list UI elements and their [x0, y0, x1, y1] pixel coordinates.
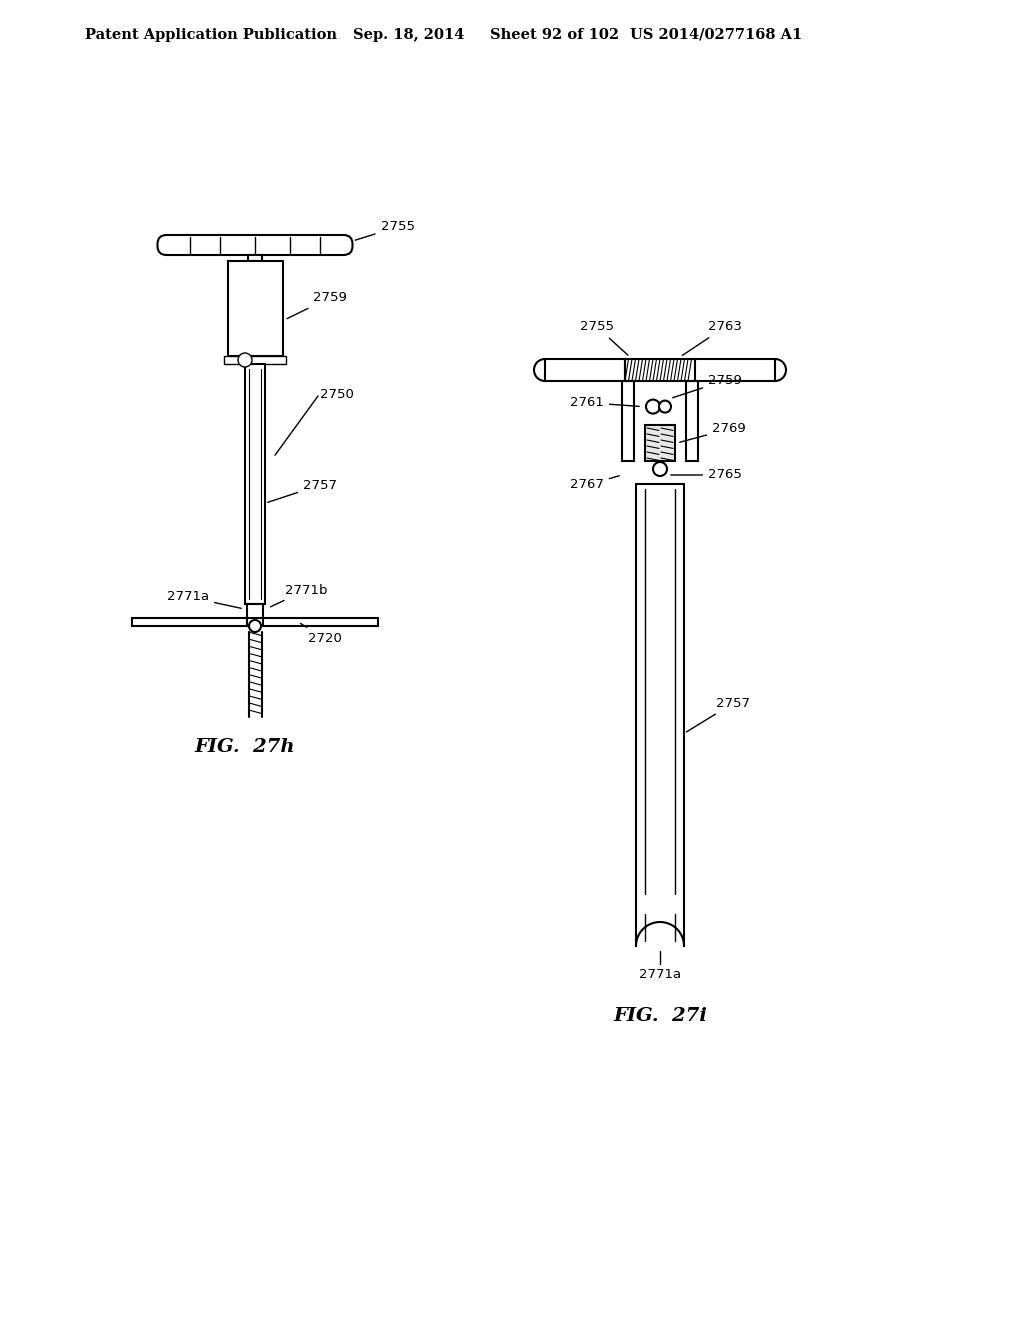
- Bar: [686, 381, 698, 461]
- Bar: [132, 618, 247, 626]
- Text: 2767: 2767: [570, 475, 620, 491]
- Bar: [224, 356, 286, 364]
- Text: 2755: 2755: [355, 220, 415, 240]
- Text: 2757: 2757: [267, 479, 337, 503]
- Text: 2720: 2720: [300, 623, 342, 644]
- Circle shape: [653, 462, 667, 477]
- Text: 2757: 2757: [686, 697, 750, 733]
- Text: Patent Application Publication: Patent Application Publication: [85, 28, 337, 42]
- Bar: [622, 381, 634, 461]
- Text: US 2014/0277168 A1: US 2014/0277168 A1: [630, 28, 802, 42]
- Text: FIG.  27h: FIG. 27h: [195, 738, 295, 756]
- Bar: [227, 261, 283, 356]
- Circle shape: [646, 400, 660, 413]
- Text: 2771a: 2771a: [167, 590, 242, 609]
- Text: FIG.  27i: FIG. 27i: [613, 1007, 707, 1026]
- Text: 2769: 2769: [680, 422, 745, 442]
- Text: 2759: 2759: [287, 292, 346, 318]
- Bar: [645, 425, 675, 461]
- Text: 2763: 2763: [682, 321, 741, 355]
- Bar: [248, 255, 262, 261]
- Text: Sep. 18, 2014: Sep. 18, 2014: [353, 28, 464, 42]
- Text: 2761: 2761: [570, 396, 639, 409]
- Text: 2765: 2765: [671, 469, 741, 482]
- FancyBboxPatch shape: [158, 235, 352, 255]
- Bar: [247, 605, 263, 618]
- Circle shape: [238, 352, 252, 367]
- Text: 2771a: 2771a: [639, 968, 681, 981]
- Text: 2755: 2755: [580, 321, 628, 355]
- Bar: [263, 618, 378, 626]
- Circle shape: [659, 400, 671, 413]
- Circle shape: [249, 620, 261, 632]
- Text: Sheet 92 of 102: Sheet 92 of 102: [490, 28, 620, 42]
- Bar: [695, 359, 775, 381]
- Text: 2771b: 2771b: [270, 583, 328, 607]
- Text: 2759: 2759: [673, 374, 741, 397]
- Text: 2750: 2750: [319, 388, 354, 400]
- Bar: [245, 364, 265, 605]
- Bar: [545, 359, 625, 381]
